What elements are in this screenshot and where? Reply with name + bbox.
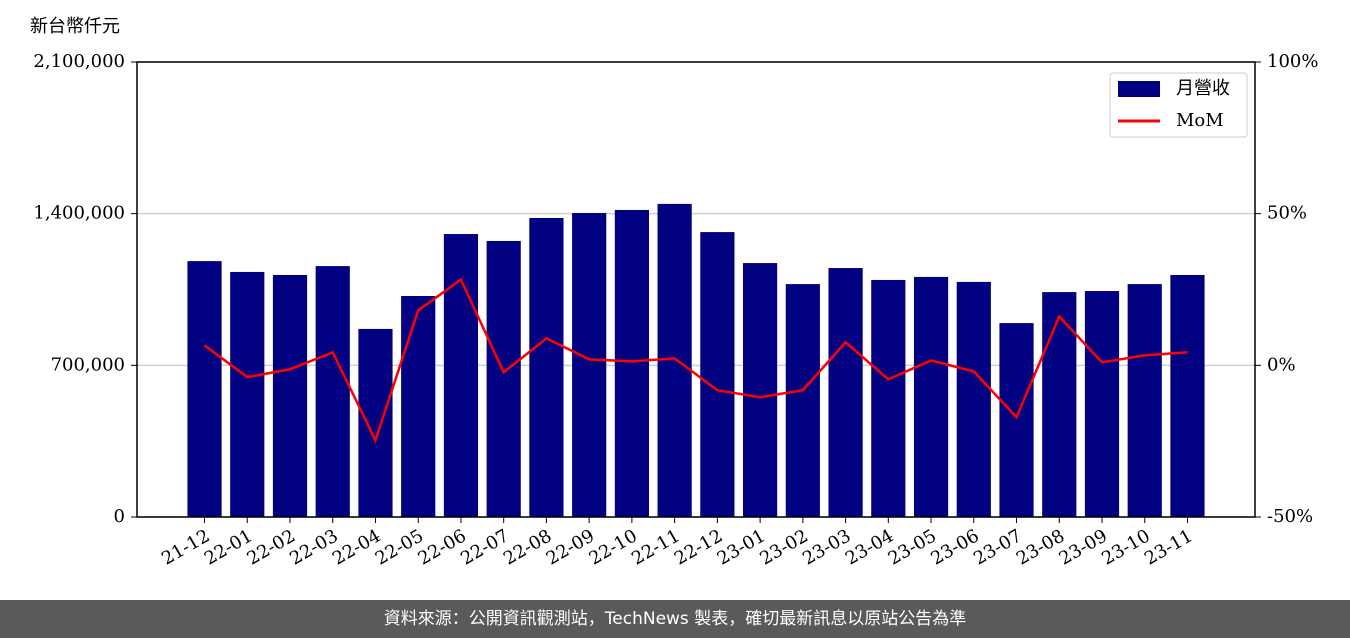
- y2-tick-label: 0%: [1267, 354, 1296, 375]
- x-tick-label: 22-11: [628, 525, 683, 569]
- bar: [1170, 274, 1205, 517]
- x-tick-label: 22-03: [286, 525, 341, 569]
- x-tick-label: 23-08: [1013, 525, 1068, 569]
- bar: [785, 284, 820, 517]
- bar: [657, 203, 692, 517]
- bar: [1127, 284, 1162, 517]
- bar: [700, 232, 735, 518]
- y-tick-label: 1,400,000: [33, 203, 125, 224]
- chart: 新台幣仟元 0 700,000 1,400,000 2,100,000 -50% 0% 50…: [30, 16, 1318, 570]
- x-tick-label: 23-09: [1056, 525, 1111, 569]
- legend-swatch: [1118, 81, 1160, 97]
- bar: [1084, 291, 1120, 517]
- bar: [743, 263, 778, 517]
- bar: [572, 213, 607, 517]
- line: [203, 277, 1188, 444]
- x-tick-label: 23-02: [756, 525, 811, 569]
- y-tick-label: 0: [114, 506, 125, 527]
- y2-tick-label: -50%: [1267, 506, 1313, 527]
- bar: [486, 240, 521, 517]
- y-axis-label: 新台幣仟元: [30, 16, 120, 37]
- bar: [272, 274, 308, 517]
- x-tick-label: 22-04: [329, 525, 384, 569]
- legend-label: 月營收: [1176, 78, 1230, 99]
- x-tick-label: 22-01: [201, 525, 256, 569]
- bar: [529, 218, 564, 517]
- x-tick-label: 22-09: [543, 525, 598, 569]
- x-tick-label: 23-11: [1141, 525, 1196, 569]
- x-tick-label: 22-10: [585, 525, 640, 569]
- bar: [828, 268, 863, 517]
- bar: [614, 209, 649, 517]
- bar: [956, 281, 991, 517]
- x-tick-label: 23-07: [970, 525, 1025, 569]
- x-tick-label: 22-06: [415, 525, 470, 569]
- bar: [315, 266, 350, 517]
- y2-tick-label: 100%: [1267, 51, 1318, 72]
- x-tick-label: 22-05: [372, 525, 427, 569]
- x-tick-label: 23-01: [714, 525, 769, 569]
- x-tick-label: 23-03: [799, 525, 854, 569]
- bar: [1042, 292, 1077, 517]
- x-tick-label: 23-06: [927, 525, 982, 569]
- bar: [358, 328, 393, 517]
- bar: [999, 323, 1034, 517]
- bar: [443, 234, 479, 518]
- legend-label: MoM: [1176, 110, 1224, 131]
- y2-tick-label: 50%: [1267, 203, 1307, 224]
- footer: 資料來源：公開資訊觀測站，TechNews 製表，確切最新訊息以原站公告為準: [0, 600, 1350, 638]
- x-tick-label: 22-07: [457, 525, 512, 569]
- bar: [187, 261, 222, 517]
- x-tick-label: 21-12: [158, 525, 213, 569]
- x-tick-label: 22-08: [500, 525, 555, 569]
- x-tick-label: 22-02: [244, 525, 299, 569]
- x-tick-label: 23-04: [842, 525, 897, 569]
- bar: [401, 296, 436, 517]
- bar: [913, 276, 949, 517]
- x-tick-label: 23-10: [1098, 525, 1153, 569]
- bar: [871, 279, 906, 517]
- x-tick-label: 23-05: [885, 525, 940, 569]
- y-tick-label: 2,100,000: [33, 51, 125, 72]
- x-tick-label: 22-12: [671, 525, 726, 569]
- plot-frame: [136, 61, 1256, 518]
- y-tick-label: 700,000: [51, 354, 125, 375]
- bar: [230, 271, 265, 517]
